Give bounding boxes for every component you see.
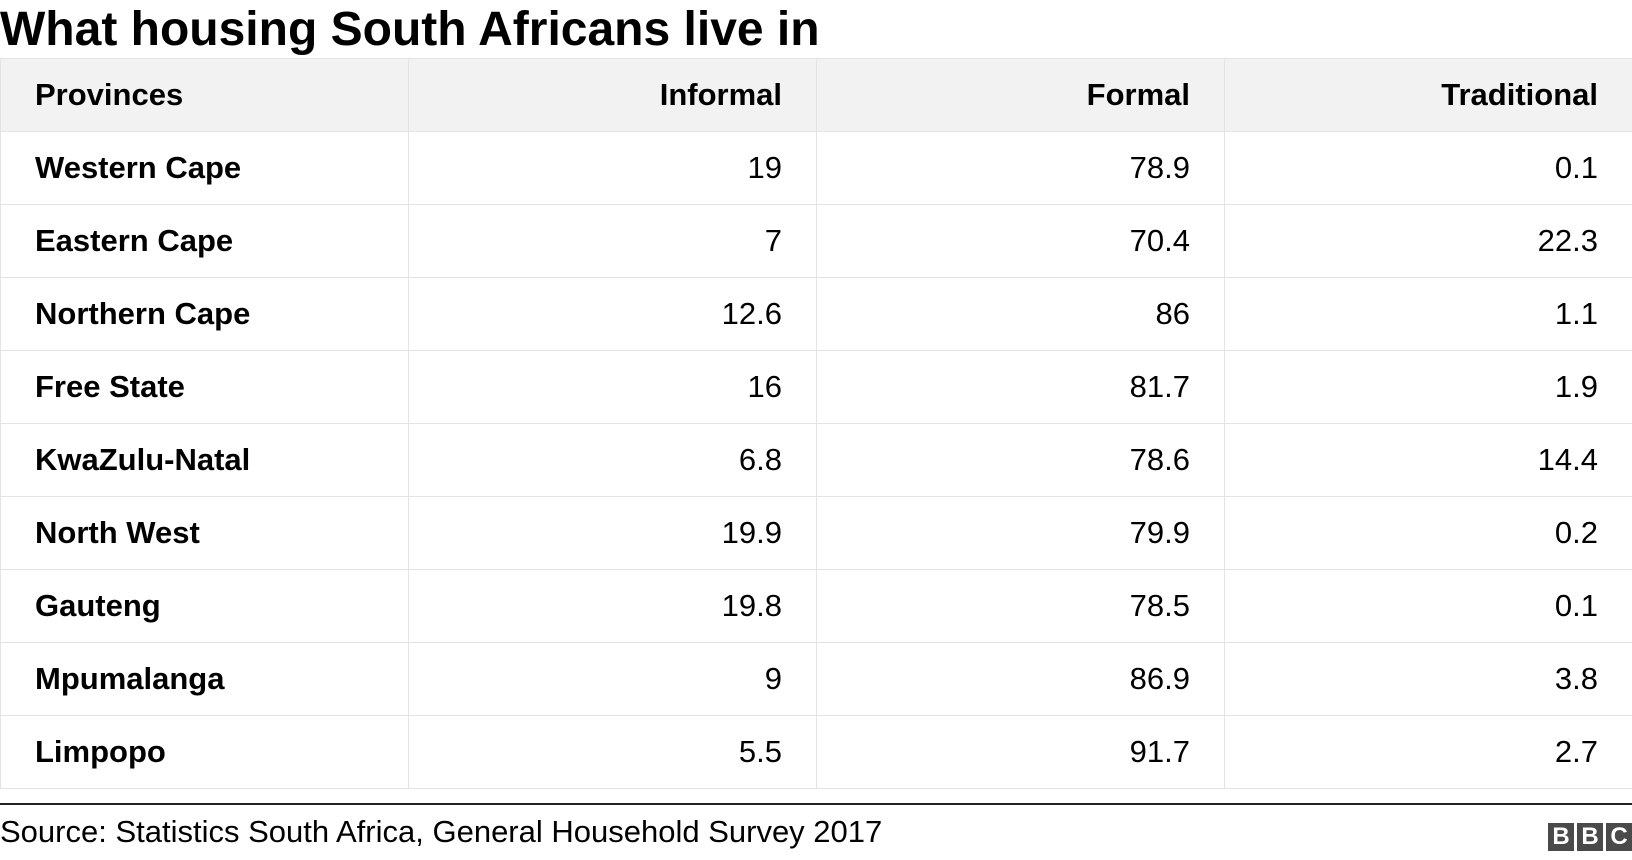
province-cell: Western Cape — [0, 131, 409, 205]
table-row: Western Cape 19 78.9 0.1 — [0, 131, 1632, 205]
bbc-logo-letter: C — [1606, 823, 1632, 851]
chart-title: What housing South Africans live in — [0, 3, 820, 56]
informal-value-cell: 6.8 — [408, 423, 817, 497]
table-row: Mpumalanga 9 86.9 3.8 — [0, 642, 1632, 716]
column-header-traditional: Traditional — [1224, 58, 1632, 132]
formal-value-cell: 79.9 — [816, 496, 1225, 570]
traditional-value-cell: 3.8 — [1224, 642, 1632, 716]
table-row: Northern Cape 12.6 86 1.1 — [0, 277, 1632, 351]
traditional-value-cell: 0.1 — [1224, 131, 1632, 205]
table-row: Eastern Cape 7 70.4 22.3 — [0, 204, 1632, 278]
column-header-informal: Informal — [408, 58, 817, 132]
province-cell: Northern Cape — [0, 277, 409, 351]
traditional-value-cell: 1.1 — [1224, 277, 1632, 351]
province-cell: Limpopo — [0, 715, 409, 789]
formal-value-cell: 78.5 — [816, 569, 1225, 643]
housing-table: Provinces Informal Formal Traditional We… — [0, 58, 1632, 789]
formal-value-cell: 86 — [816, 277, 1225, 351]
table-row: Gauteng 19.8 78.5 0.1 — [0, 569, 1632, 643]
table-header-row: Provinces Informal Formal Traditional — [0, 58, 1632, 132]
traditional-value-cell: 0.2 — [1224, 496, 1632, 570]
traditional-value-cell: 2.7 — [1224, 715, 1632, 789]
traditional-value-cell: 22.3 — [1224, 204, 1632, 278]
formal-value-cell: 91.7 — [816, 715, 1225, 789]
data-table-container: Provinces Informal Formal Traditional We… — [0, 58, 1632, 789]
traditional-value-cell: 1.9 — [1224, 350, 1632, 424]
informal-value-cell: 19.9 — [408, 496, 817, 570]
formal-value-cell: 70.4 — [816, 204, 1225, 278]
informal-value-cell: 12.6 — [408, 277, 817, 351]
bbc-logo: B B C — [1548, 823, 1632, 851]
column-header-formal: Formal — [816, 58, 1225, 132]
province-cell: Free State — [0, 350, 409, 424]
column-header-provinces: Provinces — [0, 58, 409, 132]
province-cell: Eastern Cape — [0, 204, 409, 278]
province-cell: Gauteng — [0, 569, 409, 643]
bbc-logo-letter: B — [1548, 823, 1574, 851]
informal-value-cell: 5.5 — [408, 715, 817, 789]
formal-value-cell: 78.6 — [816, 423, 1225, 497]
table-row: North West 19.9 79.9 0.2 — [0, 496, 1632, 570]
source-note: Source: Statistics South Africa, General… — [0, 814, 883, 849]
province-cell: Mpumalanga — [0, 642, 409, 716]
traditional-value-cell: 0.1 — [1224, 569, 1632, 643]
footer-divider — [0, 803, 1632, 805]
informal-value-cell: 16 — [408, 350, 817, 424]
province-cell: North West — [0, 496, 409, 570]
informal-value-cell: 19.8 — [408, 569, 817, 643]
informal-value-cell: 19 — [408, 131, 817, 205]
table-row: Limpopo 5.5 91.7 2.7 — [0, 715, 1632, 789]
informal-value-cell: 9 — [408, 642, 817, 716]
table-row: KwaZulu-Natal 6.8 78.6 14.4 — [0, 423, 1632, 497]
province-cell: KwaZulu-Natal — [0, 423, 409, 497]
formal-value-cell: 81.7 — [816, 350, 1225, 424]
table-row: Free State 16 81.7 1.9 — [0, 350, 1632, 424]
traditional-value-cell: 14.4 — [1224, 423, 1632, 497]
informal-value-cell: 7 — [408, 204, 817, 278]
bbc-logo-letter: B — [1577, 823, 1603, 851]
table-body: Western Cape 19 78.9 0.1 Eastern Cape 7 70.4 22… — [0, 131, 1632, 789]
formal-value-cell: 78.9 — [816, 131, 1225, 205]
formal-value-cell: 86.9 — [816, 642, 1225, 716]
